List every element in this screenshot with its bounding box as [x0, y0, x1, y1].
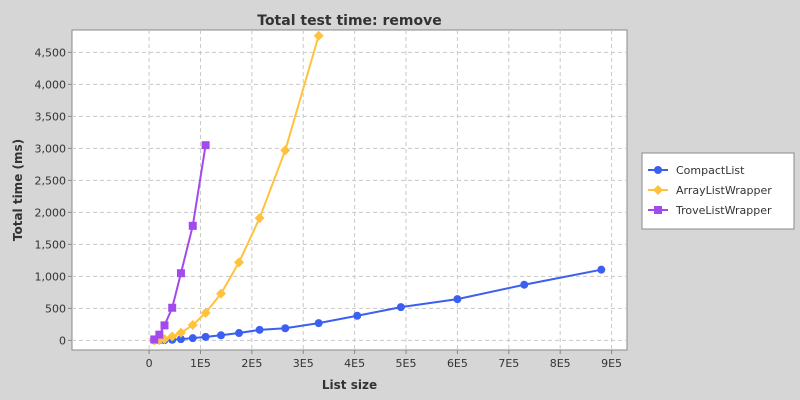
x-tick-label: 1E5 [190, 357, 211, 370]
data-point [396, 303, 405, 312]
y-tick-label: 0 [59, 334, 66, 347]
y-tick-label: 3,500 [35, 110, 67, 123]
y-axis-label: Total time (ms) [11, 139, 25, 241]
x-tick-label: 5E5 [396, 357, 417, 370]
y-tick-label: 1,500 [35, 238, 67, 251]
y-tick-label: 2,000 [35, 206, 67, 219]
data-point [160, 321, 169, 330]
data-point [168, 303, 177, 312]
legend: CompactList ArrayListWrapper TroveListWrap… [641, 152, 795, 230]
legend-marker [653, 185, 663, 195]
data-point [314, 319, 323, 328]
legend-label: TroveListWrapper [675, 204, 772, 217]
x-tick-label: 8E5 [550, 357, 571, 370]
plot-area [71, 29, 628, 351]
data-point [255, 325, 264, 334]
data-point [155, 330, 164, 339]
series-2 [150, 141, 210, 344]
data-point [201, 141, 210, 150]
legend-label: CompactList [676, 164, 745, 177]
x-tick-label: 4E5 [344, 357, 365, 370]
legend-marker [654, 206, 662, 214]
data-point [150, 335, 159, 344]
data-point [313, 30, 324, 41]
x-tick-label: 3E5 [293, 357, 314, 370]
y-tick-label: 2,500 [35, 174, 67, 187]
data-point [187, 320, 198, 331]
y-tick-label: 500 [45, 302, 66, 315]
data-point [176, 269, 185, 278]
data-point [188, 221, 197, 230]
y-tick-label: 4,000 [35, 78, 67, 91]
data-point [201, 332, 210, 341]
data-point [453, 295, 462, 304]
y-tick-label: 3,000 [35, 142, 67, 155]
legend-marker [654, 166, 662, 174]
data-point [281, 324, 290, 333]
series-layer [149, 30, 606, 346]
x-axis-label: List size [322, 378, 377, 392]
data-point [188, 334, 197, 343]
data-point [597, 265, 606, 274]
legend-label: ArrayListWrapper [676, 184, 772, 197]
data-point [175, 327, 186, 338]
x-tick-label: 2E5 [241, 357, 262, 370]
y-tick-label: 4,500 [35, 46, 67, 59]
data-point [167, 331, 178, 342]
data-point [280, 145, 291, 156]
data-point [254, 213, 265, 224]
data-point [235, 329, 244, 338]
x-tick-label: 6E5 [447, 357, 468, 370]
data-point [520, 280, 529, 289]
chart-title: Total test time: remove [257, 13, 441, 29]
data-point [234, 257, 245, 268]
x-tick-label: 7E5 [498, 357, 519, 370]
data-point [353, 311, 362, 320]
data-point [200, 307, 211, 318]
data-point [216, 288, 227, 299]
x-tick-label: 0 [146, 357, 153, 370]
data-point [176, 335, 185, 344]
axes: 0 1E5 2E5 3E5 4E5 5E5 6E5 7E5 8E5 9E5 0 500 1,000 1,5… [35, 46, 623, 370]
x-tick-label: 9E5 [601, 357, 622, 370]
series-0 [150, 265, 606, 345]
data-point [217, 331, 226, 340]
y-tick-label: 1,000 [35, 270, 67, 283]
